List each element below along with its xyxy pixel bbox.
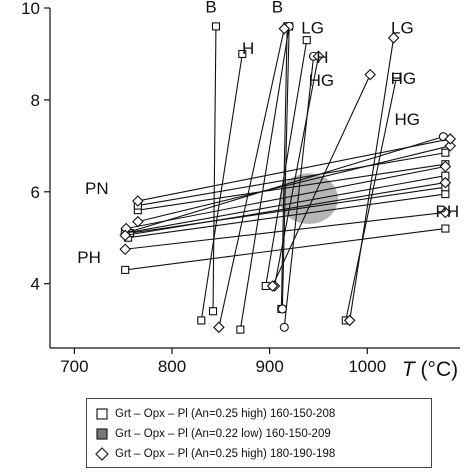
y-tick-label: 6 bbox=[31, 183, 40, 202]
data-point-diamond bbox=[343, 314, 356, 327]
y-tick-label: 10 bbox=[21, 0, 40, 18]
data-point-diamond bbox=[387, 32, 400, 44]
reaction-line bbox=[125, 182, 446, 236]
data-point-square bbox=[208, 307, 218, 316]
series-3 bbox=[119, 22, 457, 334]
legend-label-2: Grt – Opx – Pl (An=0.22 low) 160-150-209 bbox=[115, 428, 331, 440]
annotation-label: B bbox=[205, 0, 216, 17]
reaction-line bbox=[281, 26, 290, 309]
x-tick-label: 800 bbox=[158, 357, 186, 376]
data-point-diamond bbox=[278, 22, 291, 35]
reaction-line bbox=[280, 26, 288, 309]
open-square-marker-icon bbox=[95, 407, 109, 421]
data-point-square bbox=[238, 49, 247, 58]
legend-item-1: Grt – Opx – Pl (An=0.25 high) 160-150-20… bbox=[95, 404, 423, 424]
data-point-diamond bbox=[364, 68, 376, 81]
data-point-square bbox=[302, 36, 311, 45]
data-point-square bbox=[197, 316, 206, 325]
data-point-square bbox=[211, 22, 221, 31]
data-point-diamond bbox=[439, 176, 452, 189]
x-tick-label: 900 bbox=[255, 357, 283, 376]
data-point-square bbox=[236, 325, 245, 334]
data-point-diamond bbox=[439, 206, 452, 219]
annotation-label: PH bbox=[77, 248, 101, 267]
plot-area: B B H LG LG H HG HG HG PN PH PH bbox=[77, 0, 459, 334]
reaction-line bbox=[272, 74, 371, 287]
reaction-line bbox=[125, 136, 444, 234]
x-axis-title: T (°C) bbox=[402, 358, 458, 381]
y-tick-label: 8 bbox=[31, 91, 40, 110]
x-axis-title-unit: (°C) bbox=[415, 358, 458, 381]
annotation-label: B bbox=[272, 0, 283, 17]
legend: Grt – Opx – Pl (An=0.25 high) 160-150-20… bbox=[86, 398, 432, 468]
data-point-square bbox=[392, 72, 401, 81]
x-axis-title-symbol: T bbox=[402, 358, 417, 381]
annotation-label: PN bbox=[85, 179, 109, 198]
reaction-line bbox=[200, 53, 243, 321]
annotation-label: HG bbox=[395, 110, 421, 129]
data-point-square bbox=[441, 224, 450, 233]
data-point-diamond bbox=[439, 160, 452, 173]
data-point-diamond bbox=[213, 321, 225, 334]
data-point-square bbox=[441, 148, 450, 157]
series-2 bbox=[120, 21, 448, 332]
data-point-diamond bbox=[119, 229, 131, 242]
x-tick-label: 700 bbox=[60, 357, 88, 376]
annotation-label: LG bbox=[301, 18, 324, 37]
reaction-line bbox=[137, 163, 446, 211]
reaction-line bbox=[212, 26, 217, 312]
annotation-label: H bbox=[316, 48, 328, 67]
reaction-line bbox=[125, 227, 446, 271]
data-point-diamond bbox=[266, 280, 279, 292]
open-diamond-marker-icon bbox=[95, 447, 109, 461]
data-point-diamond bbox=[444, 133, 457, 145]
reaction-line bbox=[283, 56, 315, 328]
data-point-diamond bbox=[132, 215, 144, 228]
reaction-line bbox=[137, 138, 451, 202]
annotation-label: PH bbox=[435, 202, 459, 221]
filled-square-marker-icon bbox=[95, 427, 109, 441]
data-point-diamond bbox=[312, 50, 325, 63]
reaction-line bbox=[128, 193, 446, 239]
annotation-label: HG bbox=[309, 71, 335, 90]
reaction-line bbox=[345, 76, 398, 321]
annotation-label: LG bbox=[391, 18, 414, 37]
legend-item-3: Grt – Opx – Pl (An=0.25 high) 180-190-19… bbox=[95, 444, 423, 464]
annotation-label: H bbox=[242, 39, 254, 58]
data-point-diamond bbox=[444, 140, 457, 152]
data-point-square bbox=[121, 265, 130, 274]
data-point-circle bbox=[279, 322, 289, 332]
legend-item-2: Grt – Opx – Pl (An=0.22 low) 160-150-209 bbox=[95, 424, 423, 444]
data-point-diamond bbox=[132, 195, 144, 207]
reaction-line bbox=[239, 26, 290, 330]
x-tick-label: 1000 bbox=[348, 357, 386, 376]
reaction-line bbox=[137, 152, 446, 207]
data-point-diamond bbox=[119, 243, 131, 255]
data-point-square bbox=[441, 190, 450, 199]
annotation-label: HG bbox=[391, 69, 417, 88]
data-point-circle bbox=[277, 304, 287, 314]
reaction-line bbox=[218, 28, 285, 328]
reaction-line bbox=[349, 37, 395, 321]
legend-label-1: Grt – Opx – Pl (An=0.25 high) 160-150-20… bbox=[115, 408, 336, 420]
axes: 700 800 900 1000 4 6 8 10 bbox=[21, 0, 460, 376]
legend-label-3: Grt – Opx – Pl (An=0.25 high) 180-190-19… bbox=[115, 448, 336, 460]
reaction-line bbox=[273, 56, 319, 287]
reaction-line bbox=[126, 165, 446, 230]
y-tick-label: 4 bbox=[31, 275, 40, 294]
